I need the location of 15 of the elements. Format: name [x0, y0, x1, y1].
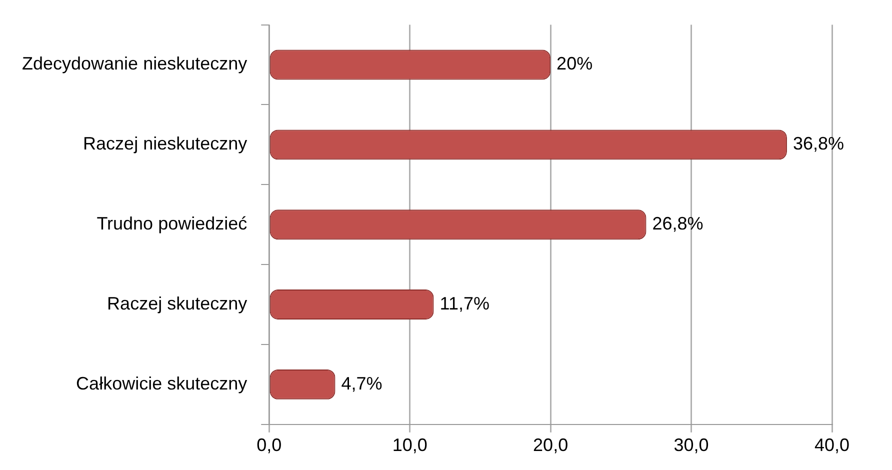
data-label: 20%	[556, 54, 593, 74]
data-label: 36,8%	[792, 134, 844, 154]
x-tick-label: 10,0	[392, 435, 428, 456]
x-tick-label: 0,0	[256, 435, 282, 456]
data-label: 26,8%	[652, 214, 704, 234]
x-tick-label: 20,0	[533, 435, 568, 456]
y-tick-label: Raczej skuteczny	[107, 293, 248, 314]
y-tick-label: Całkowicie skuteczny	[76, 373, 248, 394]
data-label: 11,7%	[440, 293, 490, 314]
y-tick-label: Trudno powiedzieć	[96, 214, 248, 234]
y-tick-label: Raczej nieskuteczny	[83, 134, 248, 154]
x-tick-label: 40,0	[814, 435, 850, 456]
x-tick-label: 30,0	[674, 435, 709, 456]
y-tick-label: Zdecydowanie nieskuteczny	[22, 54, 248, 74]
data-label: 4,7%	[341, 373, 382, 394]
